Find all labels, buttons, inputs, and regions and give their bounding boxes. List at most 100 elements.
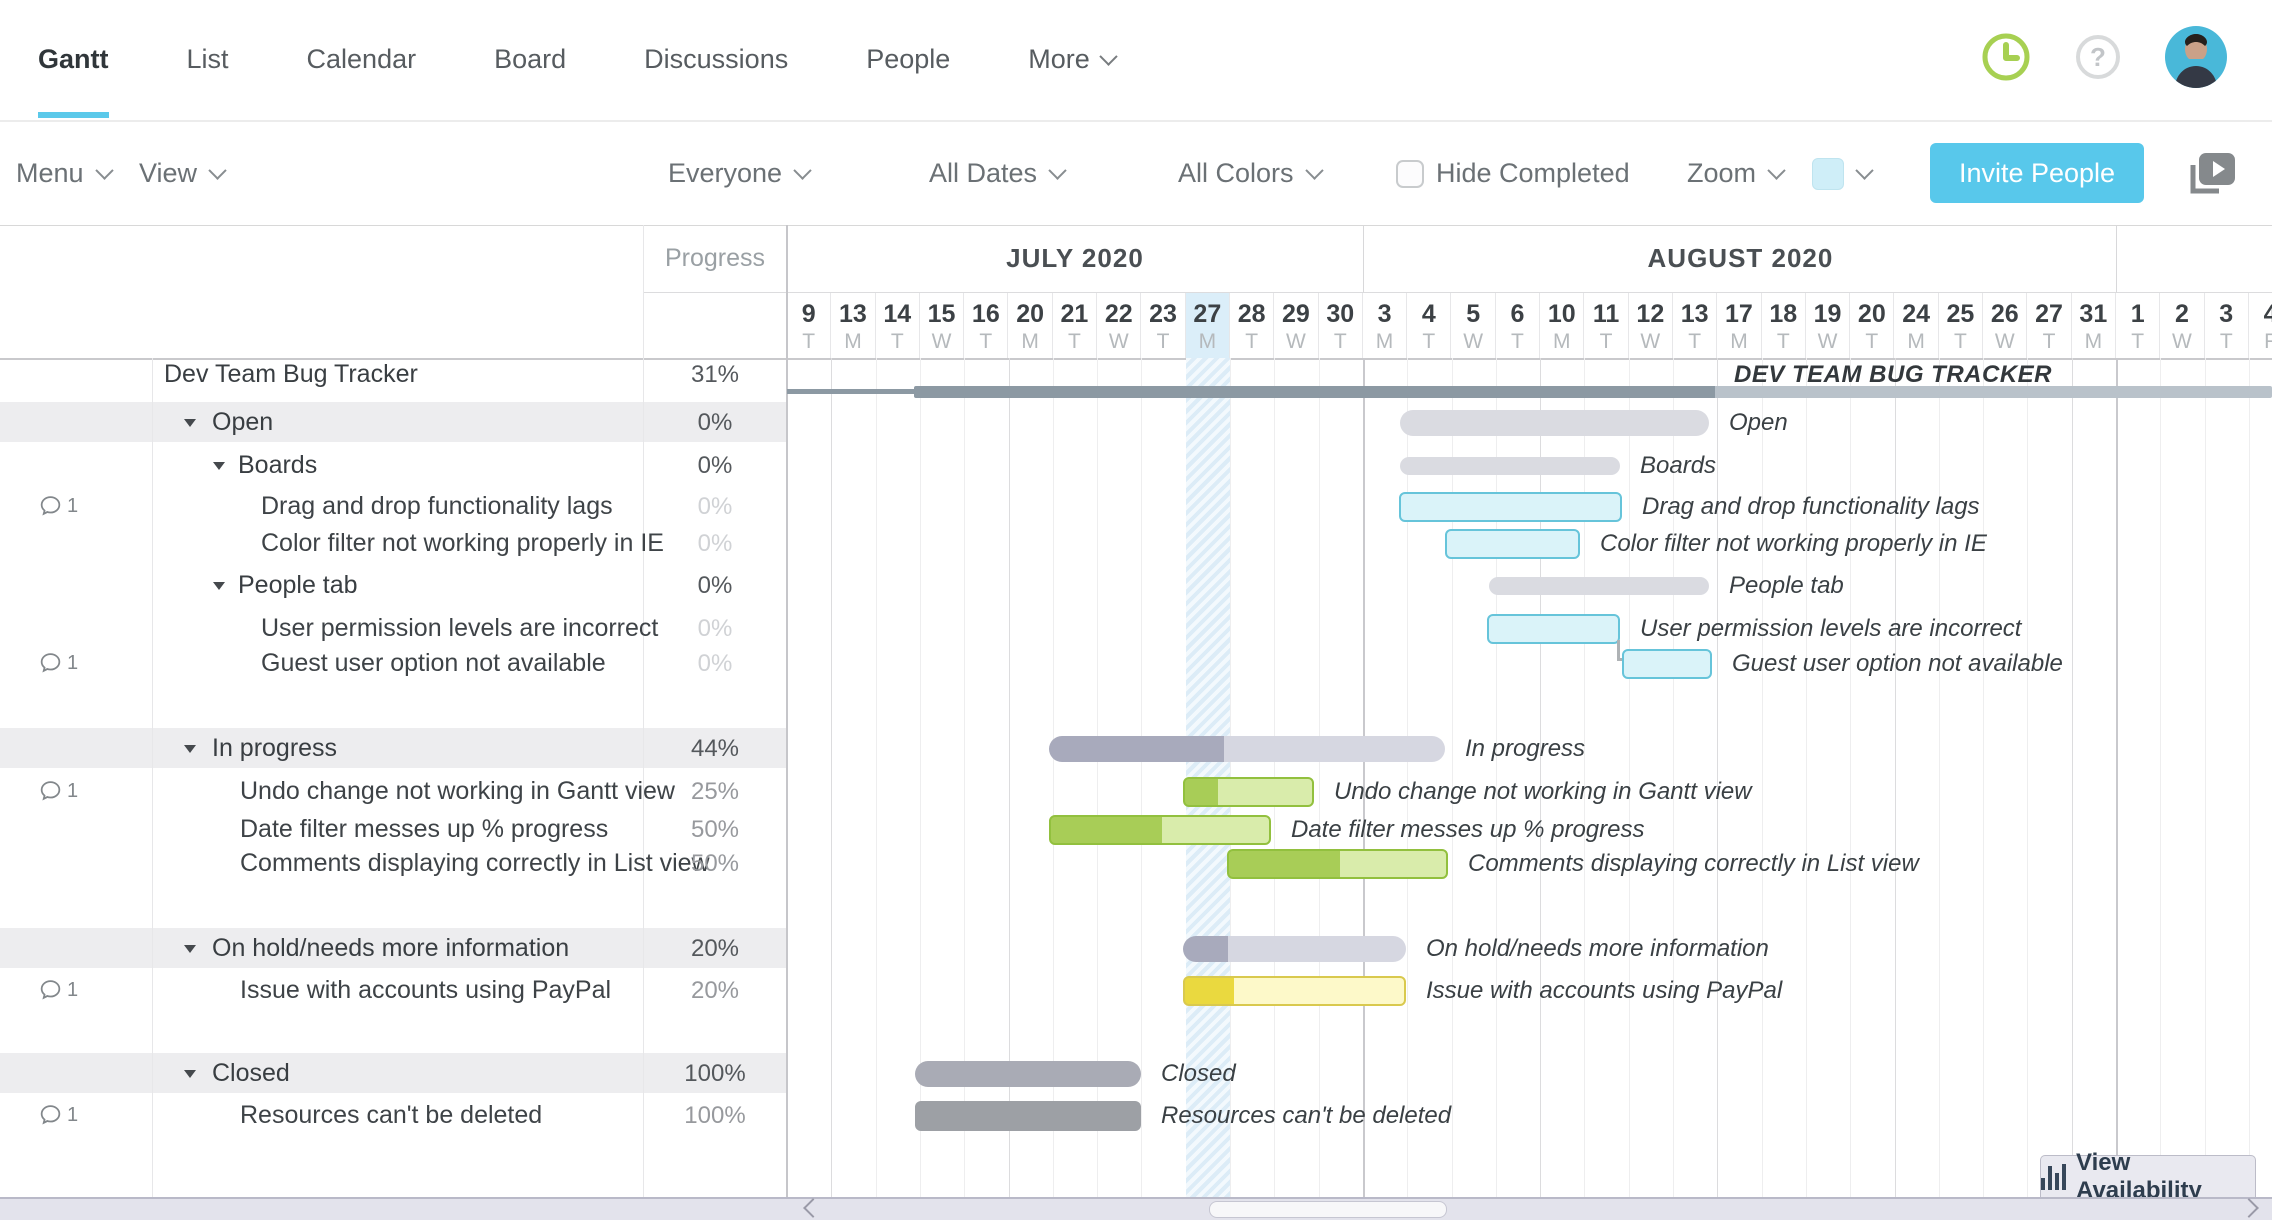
day-of-week: W (1640, 330, 1661, 353)
task-row-issue-with-accounts-using-paypal[interactable]: 1 Issue with accounts using PayPal 20% Issu… (0, 972, 2272, 1009)
task-name-cell[interactable]: Comments displaying correctly in List vi… (240, 849, 710, 877)
comment-count-badge[interactable]: 1 (38, 494, 78, 519)
group-name-cell[interactable]: People tab (238, 571, 358, 599)
group-gantt-bar[interactable] (1400, 409, 1709, 436)
group-name-cell[interactable]: On hold/needs more information (212, 934, 570, 962)
group-gantt-bar[interactable] (1400, 456, 1620, 475)
gridline (2027, 358, 2029, 1197)
colors-filter-dropdown[interactable]: All Colors (1178, 122, 1324, 225)
gridline (1938, 358, 1940, 1197)
task-name-cell[interactable]: Guest user option not available (261, 649, 606, 677)
task-gantt-bar[interactable] (1487, 614, 1620, 644)
group-gantt-bar[interactable] (1489, 576, 1709, 595)
task-row-undo-change-not-working-in-gantt-view[interactable]: 1 Undo change not working in Gantt view 25… (0, 773, 2272, 810)
nav-tab-board[interactable]: Board (494, 43, 567, 74)
progress-value: 0% (697, 615, 733, 642)
collapse-triangle-icon[interactable] (184, 945, 196, 953)
zoom-dropdown[interactable]: Zoom (1687, 122, 1786, 225)
comment-count-badge[interactable]: 1 (38, 651, 78, 676)
user-avatar[interactable] (2165, 25, 2227, 93)
group-row-on-hold-needs-more-information[interactable]: On hold/needs more information 20% On hold… (0, 930, 2272, 967)
color-swatch-dropdown[interactable] (1812, 122, 1874, 225)
group-gantt-bar[interactable] (1183, 935, 1406, 962)
task-row-guest-user-option-not-available[interactable]: 1 Guest user option not available 0% Guest … (0, 645, 2272, 682)
day-of-week: T (979, 330, 993, 353)
comment-count-badge[interactable]: 1 (38, 1103, 78, 1128)
nav-tab-calendar[interactable]: Calendar (306, 43, 417, 74)
group-name-cell[interactable]: Dev Team Bug Tracker (164, 360, 418, 388)
task-name-cell[interactable]: Drag and drop functionality lags (261, 492, 613, 520)
nav-tab-discussions[interactable]: Discussions (644, 43, 789, 74)
task-gantt-bar[interactable] (1183, 976, 1406, 1006)
group-gantt-bar[interactable] (1049, 735, 1445, 762)
scrollbar-thumb[interactable] (1209, 1201, 1447, 1218)
hide-completed-toggle[interactable]: Hide Completed (1396, 122, 1630, 225)
comment-count-badge[interactable]: 1 (38, 978, 78, 1003)
video-tutorial-icon[interactable] (2185, 122, 2239, 225)
bar-chart-icon (2041, 1164, 2066, 1190)
project-bar-lead[interactable] (787, 389, 914, 394)
invite-people-button[interactable]: Invite People (1930, 143, 2144, 203)
group-row-people-tab[interactable]: People tab 0% People tab (0, 567, 2272, 604)
time-clock-icon[interactable] (1981, 32, 2031, 87)
task-name-cell[interactable]: Color filter not working properly in IE (261, 529, 664, 557)
view-dropdown[interactable]: View (139, 122, 227, 225)
horizontal-scrollbar[interactable] (0, 1197, 2272, 1220)
task-gantt-bar[interactable] (1399, 492, 1622, 522)
group-row-in-progress[interactable]: In progress 44% In progress (0, 730, 2272, 767)
project-row-dev-team-bug-tracker[interactable]: Dev Team Bug Tracker 31% DEV TEAM BUG TRAC… (0, 356, 2272, 398)
group-name-cell[interactable]: In progress (212, 734, 338, 762)
group-row-closed[interactable]: Closed 100% Closed (0, 1055, 2272, 1092)
task-name-cell[interactable]: User permission levels are incorrect (261, 614, 659, 642)
progress-value: 0% (697, 452, 733, 479)
task-gantt-bar[interactable] (915, 1101, 1141, 1131)
group-name-cell[interactable]: Open (212, 408, 274, 436)
collapse-triangle-icon[interactable] (184, 1070, 196, 1078)
group-row-open[interactable]: Open 0% Open (0, 404, 2272, 441)
task-gantt-bar[interactable] (1622, 649, 1712, 679)
group-gantt-bar[interactable] (915, 1060, 1141, 1087)
chevron-down-icon (1767, 161, 1786, 180)
task-gantt-bar[interactable] (1049, 815, 1271, 845)
gridline (1141, 358, 1143, 1197)
people-filter-dropdown[interactable]: Everyone (668, 122, 812, 225)
task-gantt-bar[interactable] (1183, 777, 1314, 807)
color-swatch[interactable] (1812, 157, 1844, 190)
task-row-drag-and-drop-functionality-lags[interactable]: 1 Drag and drop functionality lags 0% Drag … (0, 488, 2272, 525)
day-number: 26 (1990, 300, 2019, 328)
view-availability-button[interactable]: View Availability (2040, 1149, 2256, 1204)
task-gantt-bar[interactable] (1227, 849, 1448, 879)
help-icon[interactable]: ? (2075, 34, 2121, 85)
nav-tab-list[interactable]: List (186, 43, 229, 74)
project-summary-bar[interactable] (914, 386, 2272, 398)
nav-tab-people[interactable]: People (866, 43, 951, 74)
group-name-cell[interactable]: Closed (212, 1059, 290, 1087)
hide-completed-checkbox[interactable] (1396, 159, 1424, 188)
day-of-week: W (1994, 330, 2015, 353)
collapse-triangle-icon[interactable] (184, 419, 196, 427)
task-row-user-permission-levels-are-incorrect[interactable]: User permission levels are incorrect 0% Us… (0, 610, 2272, 661)
task-name-cell[interactable]: Date filter messes up % progress (240, 815, 609, 843)
task-name-cell[interactable]: Issue with accounts using PayPal (240, 976, 612, 1004)
nav-tab-more[interactable]: More (1028, 0, 1118, 118)
collapse-triangle-icon[interactable] (213, 462, 225, 470)
group-row-boards[interactable]: Boards 0% Boards (0, 447, 2272, 484)
task-row-comments-displaying-correctly-in-list-view[interactable]: Comments displaying correctly in List vi… (0, 845, 2272, 882)
collapse-triangle-icon[interactable] (213, 582, 225, 590)
nav-tab-gantt[interactable]: Gantt (38, 0, 109, 118)
day-of-week: M (1375, 330, 1394, 353)
task-row-date-filter-messes-up-progress[interactable]: Date filter messes up % progress 50% Date … (0, 811, 2272, 848)
menu-dropdown[interactable]: Menu (16, 122, 114, 225)
task-name-cell[interactable]: Undo change not working in Gantt view (240, 777, 675, 805)
day-of-week: T (1422, 330, 1436, 353)
gantt-bar-label: In progress (1465, 735, 1586, 762)
task-gantt-bar[interactable] (1445, 529, 1580, 559)
collapse-triangle-icon[interactable] (184, 745, 196, 753)
task-name-cell[interactable]: Resources can't be deleted (240, 1101, 543, 1129)
gridline (1850, 358, 1852, 1197)
task-row-color-filter-not-working-properly-in-ie[interactable]: Color filter not working properly in IE 0… (0, 525, 2272, 562)
dates-filter-dropdown[interactable]: All Dates (929, 122, 1067, 225)
comment-count-badge[interactable]: 1 (38, 779, 78, 804)
group-name-cell[interactable]: Boards (238, 451, 318, 479)
task-row-resources-can-t-be-deleted[interactable]: 1 Resources can't be deleted 100% Resources… (0, 1097, 2272, 1134)
